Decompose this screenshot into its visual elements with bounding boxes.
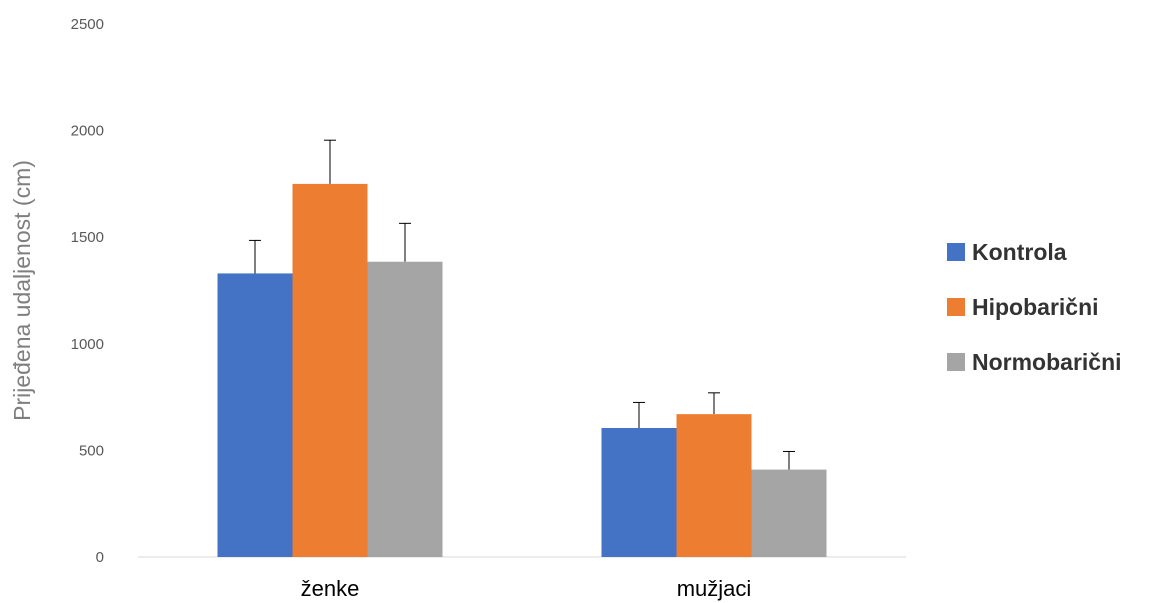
error-bars: [249, 139, 795, 470]
legend: Kontrola Hipobarični Normobarični: [947, 239, 1122, 375]
bar-normobarični-1: [751, 469, 827, 557]
legend-label-hipobarični: Hipobarični: [972, 294, 1099, 320]
y-tick-label: 2500: [71, 16, 104, 33]
y-tick-label: 0: [96, 549, 104, 566]
bar-hipobarični-0: [292, 183, 368, 557]
x-axis-categories: ženke mužjaci: [301, 576, 752, 601]
legend-label-normobarični: Normobarični: [972, 349, 1122, 375]
bars: [217, 183, 827, 557]
legend-label-kontrola: Kontrola: [972, 239, 1067, 265]
x-category-label: ženke: [301, 576, 360, 601]
bar-kontrola-1: [601, 428, 677, 557]
legend-swatch-kontrola: [947, 243, 965, 261]
y-tick-label: 2000: [71, 123, 104, 140]
y-tick-label: 500: [79, 442, 104, 459]
x-category-label: mužjaci: [677, 576, 752, 601]
y-axis-label: Prijeđena udaljenost (cm): [9, 160, 35, 421]
y-tick-label: 1000: [71, 336, 104, 353]
bar-hipobarični-1: [676, 414, 752, 557]
legend-swatch-hipobarični: [947, 298, 965, 316]
legend-swatch-normobarični: [947, 353, 965, 371]
y-tick-label: 1500: [71, 229, 104, 246]
bar-normobarični-0: [367, 261, 443, 557]
y-axis-ticks: 0 500 1000 1500 2000 2500: [71, 16, 104, 566]
bar-kontrola-0: [217, 273, 293, 557]
